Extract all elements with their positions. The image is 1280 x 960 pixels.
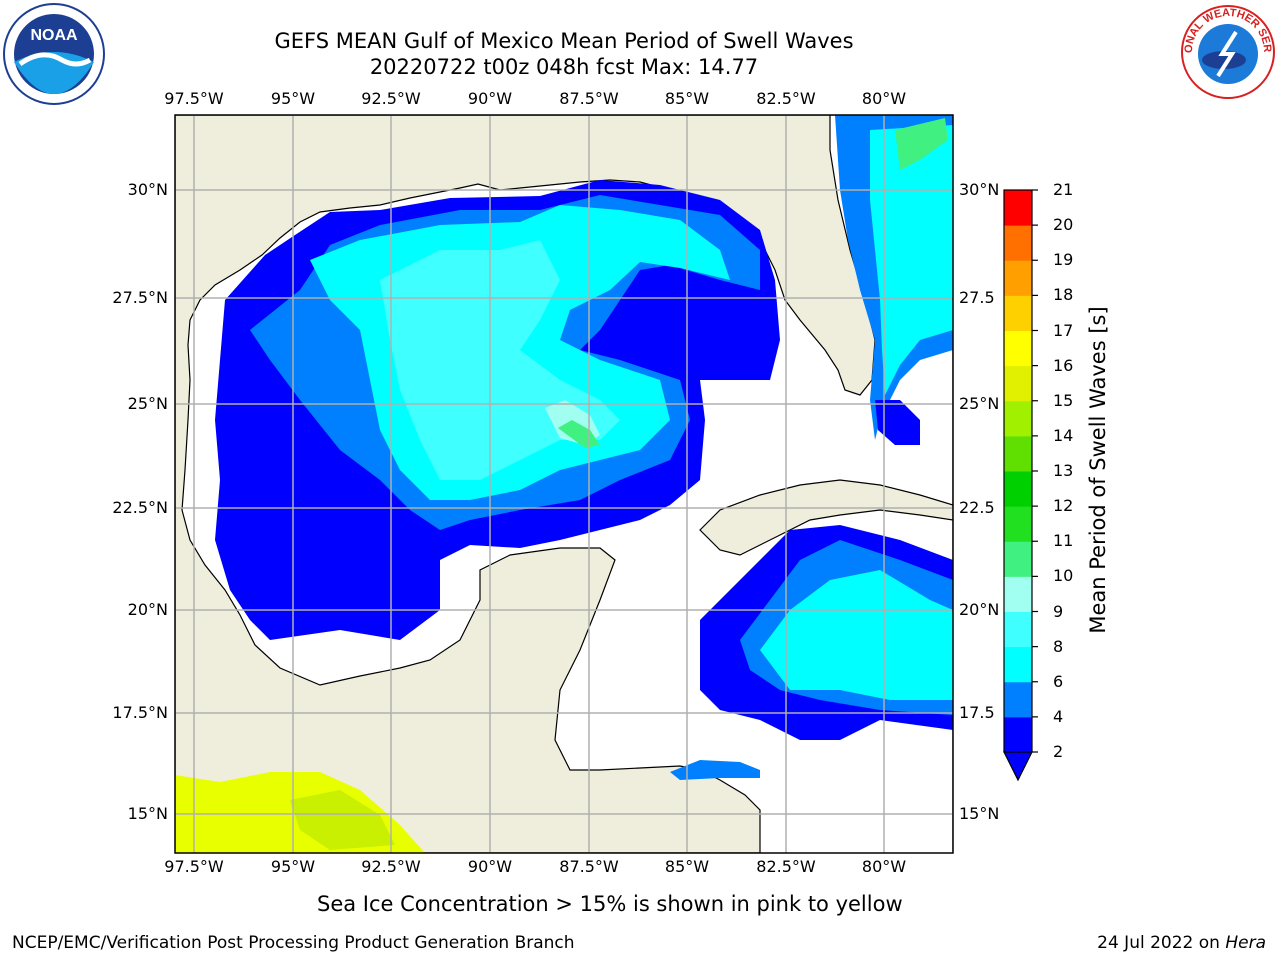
lat-tick-left: 30°N (127, 180, 168, 199)
lat-tick-left: 25°N (127, 394, 168, 413)
lon-tick-top: 85°W (664, 89, 710, 108)
map-frame (174, 114, 954, 854)
pacific-green-patch (290, 790, 395, 850)
lon-tick-bottom: 82.5°W (756, 857, 816, 876)
lon-tick-top: 87.5°W (559, 89, 619, 108)
colorbar-tick-label: 11 (1053, 531, 1074, 551)
colorbar-tick-label: 19 (1053, 250, 1074, 270)
svg-text:NOAA: NOAA (30, 27, 78, 44)
colorbar-title: Mean Period of Swell Waves [s] (1086, 306, 1110, 634)
colorbar-band (1004, 471, 1032, 507)
lon-tick-bottom: 85°W (664, 857, 710, 876)
colorbar-band (1004, 681, 1032, 718)
lat-tick-right: 15°N (959, 804, 1000, 823)
lat-tick-left: 22.5°N (112, 498, 168, 517)
colorbar-tick-label: 12 (1053, 496, 1074, 516)
colorbar-tick-label: 10 (1053, 566, 1074, 586)
footer-date-text: 24 Jul 2022 on (1097, 933, 1226, 953)
lon-tick-bottom: 90°W (467, 857, 513, 876)
footer-credit: NCEP/EMC/Verification Post Processing Pr… (12, 933, 575, 953)
colorbar-band (1004, 260, 1032, 296)
lat-tick-left: 17.5°N (112, 703, 168, 722)
lon-tick-bottom: 87.5°W (559, 857, 619, 876)
swell-field (215, 115, 953, 780)
chart-subtitle: 20220722 t00z 048h fcst Max: 14.77 (369, 55, 759, 79)
colorbar-tick-label: 2 (1053, 742, 1064, 761)
colorbar-band (1004, 190, 1032, 226)
chart-title: GEFS MEAN Gulf of Mexico Mean Period of … (274, 29, 854, 53)
swell-atlantic-b (870, 125, 953, 395)
lat-tick-left: 20°N (127, 600, 168, 619)
colorbar-extend-min (1003, 751, 1033, 782)
lat-tick-right: 25°N (959, 394, 1000, 413)
colorbar-tick-label: 8 (1053, 636, 1064, 656)
swell-6-8-caribbean (760, 570, 953, 700)
colorbar (1003, 189, 1038, 782)
colorbar-tick-label: 13 (1053, 461, 1074, 480)
lon-tick-top: 90°W (467, 89, 513, 108)
lat-tick-right: 22.5 (959, 498, 995, 517)
lon-tick-top: 80°W (861, 89, 907, 108)
colorbar-band (1004, 365, 1032, 402)
colorbar-band (1004, 506, 1032, 542)
lon-tick-bottom: 97.5°W (164, 857, 224, 876)
colorbar-tick-label: 4 (1053, 706, 1064, 726)
lat-tick-left: 15°N (127, 804, 168, 823)
lat-tick-left: 27.5°N (112, 288, 168, 307)
colorbar-tick-label: 6 (1053, 671, 1064, 691)
colorbar-tick-label: 16 (1053, 355, 1074, 375)
gridlines (175, 115, 953, 853)
footer-date: 24 Jul 2022 on Hera (1097, 933, 1266, 953)
colorbar-band (1004, 576, 1032, 612)
colorbar-band (1004, 295, 1032, 331)
lon-tick-bottom: 95°W (270, 857, 316, 876)
lon-tick-top: 82.5°W (756, 89, 816, 108)
sea-ice-note: Sea Ice Concentration > 15% is shown in … (317, 892, 903, 916)
colorbar-band (1004, 330, 1032, 367)
swell-atlantic-c (895, 118, 948, 170)
swell-honduras (670, 760, 760, 780)
lon-tick-bottom: 92.5°W (361, 857, 421, 876)
footer-host: Hera (1225, 933, 1266, 953)
colorbar-band (1004, 611, 1032, 648)
noaa-logo: NOAA (3, 3, 105, 105)
colorbar-tick-label: 14 (1053, 425, 1074, 445)
lon-tick-bottom: 80°W (861, 857, 907, 876)
colorbar-tick-label: 18 (1053, 285, 1074, 305)
colorbar-tick-label: 17 (1053, 320, 1074, 340)
lat-tick-right: 20°N (959, 600, 1000, 619)
colorbar-band (1004, 716, 1032, 753)
colorbar-band (1004, 541, 1032, 577)
lon-tick-top: 92.5°W (361, 89, 421, 108)
colorbar-band (1004, 400, 1032, 437)
land-cuba (699, 479, 953, 556)
colorbar-band (1004, 646, 1032, 683)
lon-tick-top: 95°W (270, 89, 316, 108)
swell-atlantic-d (875, 400, 920, 445)
lat-tick-right: 27.5 (959, 288, 995, 307)
lon-tick-top: 97.5°W (164, 89, 224, 108)
colorbar-tick-label: 15 (1053, 390, 1074, 410)
lat-tick-right: 17.5 (959, 703, 995, 722)
colorbar-band (1004, 435, 1032, 472)
nws-logo: NATIONAL WEATHER SERVICE (1178, 2, 1275, 99)
lat-tick-right: 30°N (959, 180, 1000, 199)
colorbar-band (1004, 225, 1032, 261)
colorbar-tick-label: 20 (1053, 215, 1074, 235)
colorbar-tick-label: 9 (1053, 601, 1064, 621)
colorbar-tick-label: 21 (1053, 180, 1074, 199)
